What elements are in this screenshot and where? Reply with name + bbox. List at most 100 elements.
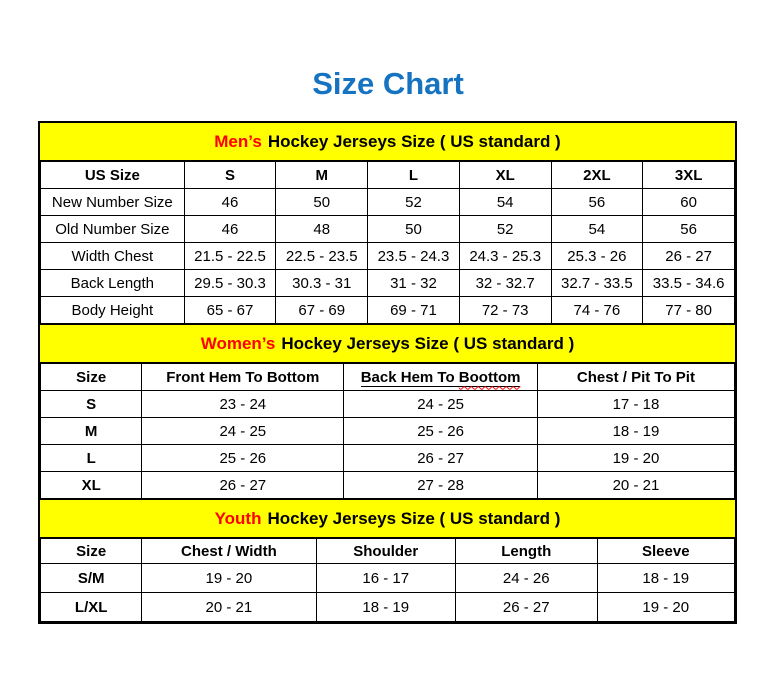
youth-col-header: Length: [454, 538, 598, 564]
mens-col-header: 2XL: [550, 161, 644, 189]
table-row: XL 26 - 27 27 - 28 20 - 21: [39, 471, 736, 499]
womens-row-label: S: [39, 390, 143, 418]
size-cell: 18 - 19: [536, 417, 736, 445]
womens-row-label: L: [39, 444, 143, 472]
back-hem-underlined-label: Back Hem To Boottom: [360, 368, 521, 387]
size-cell: 22.5 - 23.5: [275, 242, 369, 270]
size-cell: 25.3 - 26: [550, 242, 644, 270]
mens-row-label: Old Number Size: [40, 215, 185, 243]
size-cell: 32.7 - 33.5: [550, 269, 644, 297]
size-cell: 60: [642, 188, 735, 216]
size-cell: 26 - 27: [141, 471, 345, 499]
table-row: S 23 - 24 24 - 25 17 - 18: [39, 390, 736, 418]
size-cell: 23.5 - 24.3: [367, 242, 460, 270]
youth-section-highlight: Youth: [214, 508, 262, 528]
table-row: M 24 - 25 25 - 26 18 - 19: [39, 417, 736, 445]
youth-row-label: S/M: [39, 563, 143, 593]
size-cell: 20 - 21: [141, 592, 317, 622]
youth-col-header: Sleeve: [596, 538, 736, 564]
womens-header-row: Size Front Hem To Bottom Back Hem To Boo…: [39, 363, 736, 391]
size-cell: 18 - 19: [315, 592, 456, 622]
size-cell: 52: [458, 215, 552, 243]
size-cell: 72 - 73: [458, 296, 552, 324]
youth-header-row: Size Chest / Width Shoulder Length Sleev…: [39, 538, 736, 564]
size-cell: 19 - 20: [141, 563, 317, 593]
mens-section-title: Hockey Jerseys Size ( US standard ): [267, 131, 561, 151]
size-cell: 24 - 26: [454, 563, 598, 593]
table-row: New Number Size 46 50 52 54 56 60: [40, 188, 735, 216]
mens-col-header: S: [183, 161, 277, 189]
size-cell: 26 - 27: [642, 242, 735, 270]
size-cell: 19 - 20: [596, 592, 736, 622]
size-cell: 23 - 24: [141, 390, 345, 418]
mens-header-row: US Size S M L XL 2XL 3XL: [40, 161, 735, 189]
mens-col-header: M: [275, 161, 369, 189]
size-cell: 74 - 76: [550, 296, 644, 324]
size-cell: 29.5 - 30.3: [183, 269, 277, 297]
youth-col-header: Size: [39, 538, 143, 564]
size-cell: 26 - 27: [454, 592, 598, 622]
womens-col-header: Front Hem To Bottom: [141, 363, 345, 391]
size-cell: 25 - 26: [141, 444, 345, 472]
womens-col-header: Back Hem To Boottom: [343, 363, 538, 391]
mens-row-label: Body Height: [40, 296, 185, 324]
womens-row-label: XL: [39, 471, 143, 499]
size-cell: 24 - 25: [141, 417, 345, 445]
size-cell: 31 - 32: [367, 269, 460, 297]
size-cell: 56: [642, 215, 735, 243]
size-cell: 46: [183, 188, 277, 216]
size-cell: 48: [275, 215, 369, 243]
mens-col-header: US Size: [40, 161, 185, 189]
size-cell: 69 - 71: [367, 296, 460, 324]
back-hem-prefix: Back Hem To: [360, 368, 455, 386]
size-cell: 46: [183, 215, 277, 243]
mens-section-highlight: Men’s: [214, 131, 262, 151]
mens-col-header: L: [367, 161, 460, 189]
size-cell: 54: [550, 215, 644, 243]
size-cell: 19 - 20: [536, 444, 736, 472]
size-chart-table: Men’s Hockey Jerseys Size ( US standard …: [38, 121, 737, 624]
size-cell: 20 - 21: [536, 471, 736, 499]
table-row: Body Height 65 - 67 67 - 69 69 - 71 72 -…: [40, 296, 735, 324]
youth-col-header: Chest / Width: [141, 538, 317, 564]
size-cell: 50: [367, 215, 460, 243]
mens-size-table: US Size S M L XL 2XL 3XL New Number Size…: [40, 161, 735, 324]
womens-section-title: Hockey Jerseys Size ( US standard ): [281, 333, 575, 353]
size-cell: 56: [550, 188, 644, 216]
mens-row-label: Back Length: [40, 269, 185, 297]
table-row: Old Number Size 46 48 50 52 54 56: [40, 215, 735, 243]
size-cell: 24.3 - 25.3: [458, 242, 552, 270]
youth-section-title: Hockey Jerseys Size ( US standard ): [267, 508, 561, 528]
size-cell: 16 - 17: [315, 563, 456, 593]
youth-section-header: Youth Hockey Jerseys Size ( US standard …: [40, 499, 735, 538]
size-cell: 67 - 69: [275, 296, 369, 324]
size-cell: 52: [367, 188, 460, 216]
size-cell: 27 - 28: [343, 471, 538, 499]
size-cell: 21.5 - 22.5: [183, 242, 277, 270]
mens-col-header: XL: [458, 161, 552, 189]
mens-col-header: 3XL: [642, 161, 735, 189]
womens-col-header: Chest / Pit To Pit: [536, 363, 736, 391]
size-cell: 54: [458, 188, 552, 216]
youth-row-label: L/XL: [39, 592, 143, 622]
size-cell: 65 - 67: [183, 296, 277, 324]
womens-row-label: M: [39, 417, 143, 445]
size-cell: 25 - 26: [343, 417, 538, 445]
size-cell: 26 - 27: [343, 444, 538, 472]
size-cell: 77 - 80: [642, 296, 735, 324]
youth-size-table: Size Chest / Width Shoulder Length Sleev…: [39, 538, 736, 622]
size-cell: 30.3 - 31: [275, 269, 369, 297]
table-row: Back Length 29.5 - 30.3 30.3 - 31 31 - 3…: [40, 269, 735, 297]
table-row: Width Chest 21.5 - 22.5 22.5 - 23.5 23.5…: [40, 242, 735, 270]
size-cell: 17 - 18: [536, 390, 736, 418]
youth-col-header: Shoulder: [315, 538, 456, 564]
size-cell: 33.5 - 34.6: [642, 269, 735, 297]
size-cell: 24 - 25: [343, 390, 538, 418]
size-cell: 18 - 19: [596, 563, 736, 593]
size-cell: 32 - 32.7: [458, 269, 552, 297]
mens-section-header: Men’s Hockey Jerseys Size ( US standard …: [40, 123, 735, 161]
womens-col-header: Size: [39, 363, 143, 391]
mens-row-label: Width Chest: [40, 242, 185, 270]
back-hem-misspelled-word: Boottom: [458, 368, 521, 386]
